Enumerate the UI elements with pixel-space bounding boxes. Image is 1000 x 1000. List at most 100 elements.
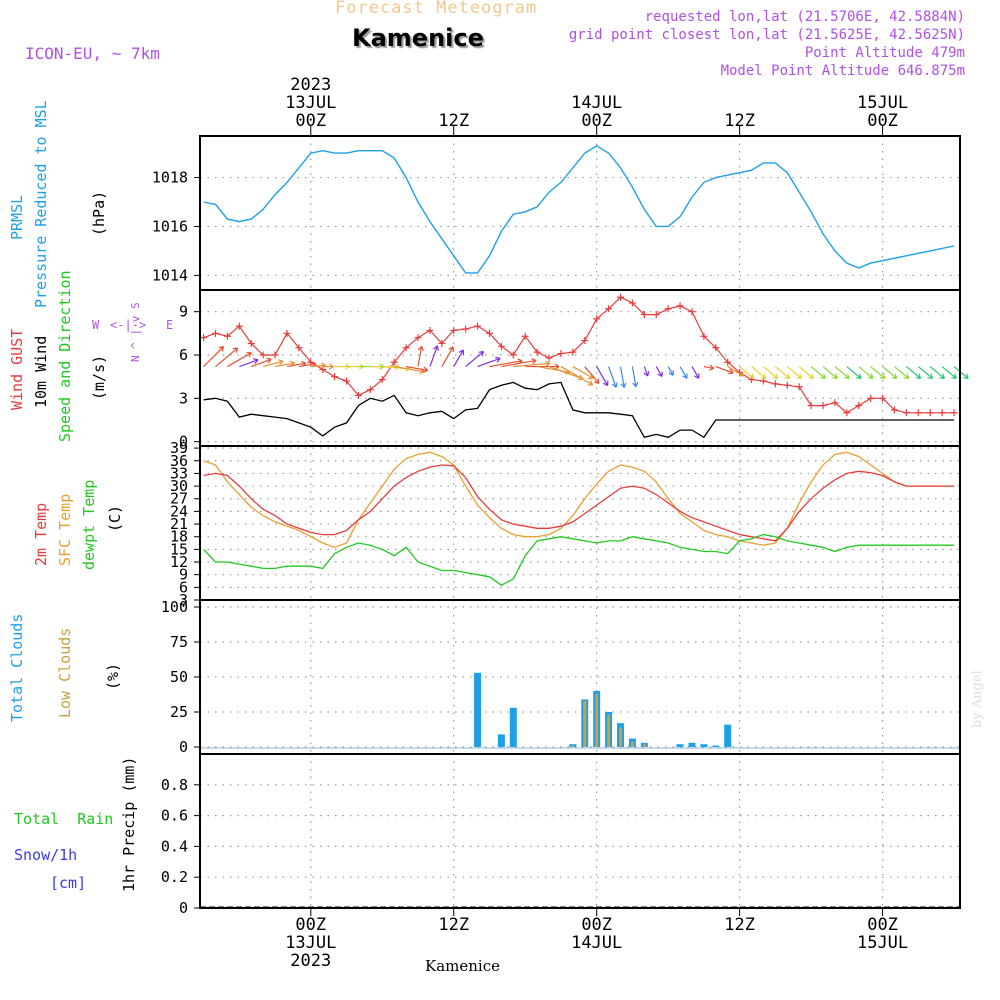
gust-marker — [724, 358, 732, 366]
location-title: Kamenice — [352, 24, 484, 52]
wind-arrow — [643, 366, 650, 377]
wind-speed-line — [203, 381, 954, 439]
snow-unit: [cm] — [50, 874, 87, 892]
wind-ytick-label: 6 — [179, 346, 188, 364]
gust-marker — [807, 402, 815, 410]
wind-arrow — [513, 360, 551, 368]
dewpt-line — [203, 533, 954, 586]
wind-ytick-label: 0 — [179, 433, 188, 451]
wind-arrow — [906, 366, 922, 380]
temperature-ytick-label: 30 — [170, 477, 188, 495]
requested-coords: requested lon,lat (21.5706E, 42.5884N) — [644, 9, 965, 25]
gust-marker — [688, 308, 696, 316]
wind-arrow — [465, 350, 485, 368]
gust-marker — [509, 351, 517, 359]
time-hour-label: 00Z — [581, 915, 612, 935]
temperature-ytick-label: 9 — [179, 566, 188, 584]
t2m-line — [203, 464, 954, 542]
gust-marker — [426, 326, 434, 334]
point-altitude: Point Altitude 479m — [804, 45, 965, 61]
total-cloud-bar — [474, 672, 482, 747]
wind-arrow — [655, 366, 663, 378]
total-cloud-bar — [497, 734, 505, 747]
wind-arrow — [667, 366, 674, 376]
gust-marker — [271, 351, 279, 359]
wind-arrow — [917, 366, 934, 380]
gust-marker — [676, 302, 684, 310]
gust-marker — [223, 332, 231, 340]
wind-arrow — [501, 358, 537, 368]
gust-marker — [521, 332, 529, 340]
wind-arrow — [882, 366, 898, 380]
total-cloud-bar — [688, 742, 696, 747]
gust-marker — [438, 339, 446, 347]
gust-marker — [593, 315, 601, 323]
wind-arrow — [417, 345, 424, 367]
low-cloud-bar — [595, 693, 599, 747]
wind-arrow — [810, 366, 826, 380]
gust-marker — [557, 350, 565, 358]
total-cloud-bar — [724, 724, 732, 747]
gust-marker — [819, 402, 827, 410]
time-year-label: 2023 — [290, 75, 331, 95]
gust-marker — [700, 332, 708, 340]
precip-ytick-label: 0.8 — [161, 776, 188, 794]
gust-marker — [890, 406, 898, 414]
gust-marker — [831, 399, 839, 407]
time-day-label: 13JUL — [285, 933, 336, 953]
wind-arrow — [477, 356, 501, 368]
wind-arrow — [679, 366, 688, 379]
wind-arrow — [834, 366, 850, 380]
temperature-ytick-label: 3 — [179, 591, 188, 609]
temperature-ytick-label: 27 — [170, 490, 188, 508]
clouds-ytick-label: 25 — [170, 703, 188, 721]
wind-ytick-label: 3 — [179, 389, 188, 407]
gust-marker — [331, 373, 339, 381]
wind-arrow — [786, 366, 803, 380]
time-day-label: 14JUL — [571, 933, 622, 953]
total-cloud-bar — [700, 744, 708, 747]
temperature-frame — [199, 445, 961, 601]
wind-arrow — [429, 345, 439, 367]
gust-marker — [497, 342, 505, 350]
gust-line — [203, 296, 954, 414]
pressure-ytick-label: 1016 — [152, 217, 188, 235]
footer-location: Kamenice — [425, 957, 500, 975]
time-hour-label: 00Z — [295, 915, 326, 935]
low-cloud-bar — [619, 727, 623, 747]
time-day-label: 14JUL — [571, 93, 622, 113]
gust-marker — [926, 409, 934, 417]
gust-marker — [628, 299, 636, 307]
time-day-label: 15JUL — [857, 933, 908, 953]
clouds-ytick-label: 75 — [170, 633, 188, 651]
gust-marker — [879, 394, 887, 402]
gust-marker — [378, 376, 386, 384]
wind-arrow — [858, 366, 874, 380]
time-hour-label: 00Z — [295, 111, 326, 131]
gust-marker — [545, 354, 553, 362]
gust-marker — [485, 329, 493, 337]
compass-east: E — [166, 318, 174, 332]
gust-marker — [950, 409, 958, 417]
precip-ytick-label: 0 — [179, 899, 188, 917]
gust-marker — [855, 402, 863, 410]
precip-ytick-label: 0.2 — [161, 868, 188, 886]
gust-marker — [867, 394, 875, 402]
wind-arrow — [322, 363, 334, 370]
gust-marker — [462, 325, 470, 333]
wind-arrow — [727, 366, 745, 377]
time-hour-label: 00Z — [867, 915, 898, 935]
gust-marker — [795, 383, 803, 391]
precip-ytick-label: 0.4 — [161, 837, 188, 855]
wind-arrow — [953, 366, 969, 380]
precip-frame — [199, 753, 961, 909]
wind-arrow — [608, 366, 618, 388]
wind-arrow — [227, 352, 252, 368]
temperature-ytick-label: 6 — [179, 578, 188, 596]
wind-arrow — [262, 359, 284, 368]
gust-marker — [902, 409, 910, 417]
wind-arrow — [596, 366, 609, 387]
gust-marker — [617, 293, 625, 301]
wind-arrow — [715, 365, 734, 375]
grid-coords: grid point closest lon,lat (21.5625E, 42… — [568, 27, 965, 43]
